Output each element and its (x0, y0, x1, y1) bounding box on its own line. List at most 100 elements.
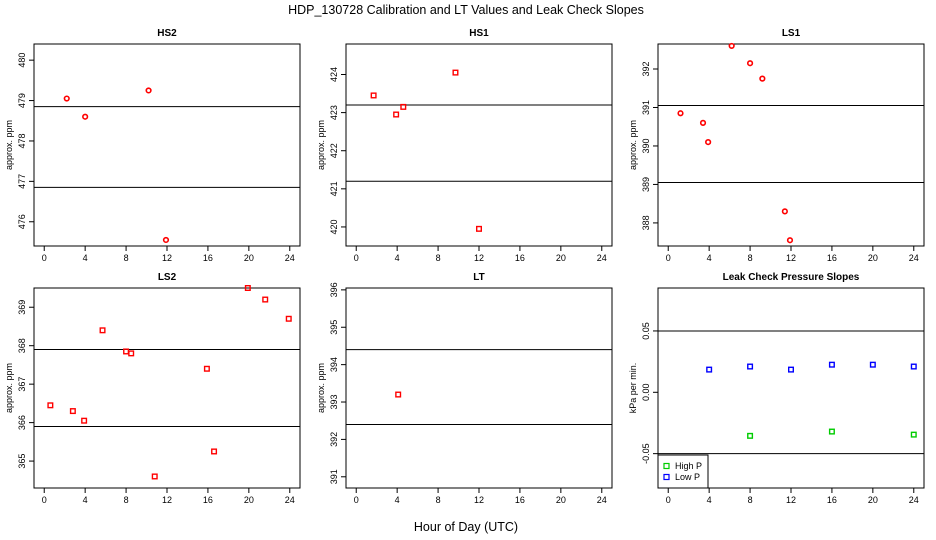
x-tick-label: 12 (786, 253, 796, 263)
x-tick-label: 16 (827, 253, 837, 263)
legend-marker (663, 473, 670, 481)
x-tick-label: 24 (597, 495, 607, 505)
y-axis-label: approx. ppm (628, 120, 638, 170)
data-point (705, 139, 712, 146)
panel-0: HS2 0 4 8 12 16 20 24 476 477 478 479 480 approx. ppm (4, 28, 301, 263)
data-point (828, 361, 835, 368)
data-point (285, 315, 292, 322)
y-axis-label: kPa per min. (628, 363, 638, 414)
data-point (81, 417, 88, 424)
x-tick-label: 0 (354, 253, 359, 263)
y-tick-label: 389 (641, 177, 651, 192)
y-axis-label: approx. ppm (316, 120, 326, 170)
data-point (746, 60, 754, 67)
panel-title: LS2 (158, 272, 177, 283)
data-point (677, 110, 684, 117)
x-tick-label: 20 (868, 495, 878, 505)
y-tick-label: 388 (641, 215, 651, 230)
x-tick-label: 12 (786, 495, 796, 505)
y-tick-label: 422 (329, 143, 339, 158)
data-point (211, 448, 218, 455)
y-tick-label: 394 (329, 357, 339, 372)
x-tick-label: 0 (42, 495, 47, 505)
y-tick-label: 476 (17, 214, 27, 229)
y-tick-label: 365 (17, 454, 27, 469)
y-tick-label: 479 (17, 93, 27, 108)
x-tick-label: 20 (244, 253, 254, 263)
x-tick-label: 16 (515, 495, 525, 505)
x-tick-label: 4 (707, 253, 712, 263)
panel-4: LT 0 4 8 12 16 20 24 391 392 393 394 395 396 approx. p… (316, 272, 613, 505)
x-tick-label: 4 (707, 495, 712, 505)
panel-title: LT (473, 272, 484, 283)
x-tick-label: 16 (515, 253, 525, 263)
data-point (162, 236, 170, 244)
x-axis-label: Hour of Day (UTC) (414, 520, 518, 534)
data-point (452, 69, 459, 76)
data-point (400, 103, 407, 110)
x-tick-label: 0 (666, 495, 671, 505)
y-tick-label: 392 (329, 432, 339, 447)
y-tick-label: 396 (329, 282, 339, 297)
data-point (69, 408, 76, 415)
data-point (151, 473, 158, 480)
main-title: HDP_130728 Calibration and LT Values and… (288, 3, 644, 17)
data-point (99, 327, 106, 334)
x-tick-label: 16 (827, 495, 837, 505)
y-tick-label: 395 (329, 320, 339, 335)
x-tick-label: 8 (436, 253, 441, 263)
y-tick-label: 391 (329, 469, 339, 484)
x-tick-label: 4 (395, 495, 400, 505)
x-tick-label: 12 (162, 495, 172, 505)
y-tick-label: 480 (17, 53, 27, 68)
data-point (262, 296, 269, 303)
x-tick-label: 4 (395, 253, 400, 263)
data-point (788, 366, 795, 373)
x-tick-label: 0 (42, 253, 47, 263)
x-tick-label: 20 (556, 253, 566, 263)
x-tick-label: 8 (124, 495, 129, 505)
y-tick-label: 423 (329, 105, 339, 120)
data-point (910, 363, 917, 370)
x-tick-label: 20 (868, 253, 878, 263)
x-tick-label: 24 (285, 253, 295, 263)
x-tick-label: 12 (474, 495, 484, 505)
panel-title: LS1 (782, 28, 801, 39)
y-axis-label: approx. ppm (4, 120, 14, 170)
data-point (63, 95, 70, 102)
x-tick-label: 8 (748, 253, 753, 263)
x-tick-label: 24 (909, 253, 919, 263)
data-point (828, 428, 835, 435)
data-point (759, 75, 766, 82)
panel-1: HS1 0 4 8 12 16 20 24 420 421 422 423 424 approx. ppm (316, 28, 613, 263)
data-point (781, 208, 788, 215)
panel-title: HS2 (157, 28, 177, 39)
plot-frame (33, 287, 301, 489)
data-point (47, 402, 54, 409)
data-point (706, 366, 713, 373)
x-tick-label: 24 (909, 495, 919, 505)
data-point (747, 432, 754, 439)
data-point (244, 285, 251, 292)
y-tick-label: 392 (641, 61, 651, 76)
y-axis-label: approx. ppm (316, 363, 326, 413)
y-tick-label: 0.05 (641, 322, 651, 340)
x-tick-label: 20 (556, 495, 566, 505)
x-tick-label: 16 (203, 253, 213, 263)
y-tick-label: 391 (641, 100, 651, 115)
data-point (370, 92, 377, 99)
plot-frame (657, 43, 925, 247)
data-point (728, 42, 735, 50)
y-tick-label: -0.05 (641, 443, 651, 464)
legend-label: High P (675, 461, 702, 471)
legend-label: Low P (675, 472, 700, 482)
y-tick-label: 368 (17, 338, 27, 353)
legend-box (657, 454, 709, 489)
x-tick-label: 0 (666, 253, 671, 263)
data-point (123, 348, 130, 355)
x-tick-label: 8 (436, 495, 441, 505)
data-point (82, 113, 89, 120)
data-point (203, 365, 210, 372)
